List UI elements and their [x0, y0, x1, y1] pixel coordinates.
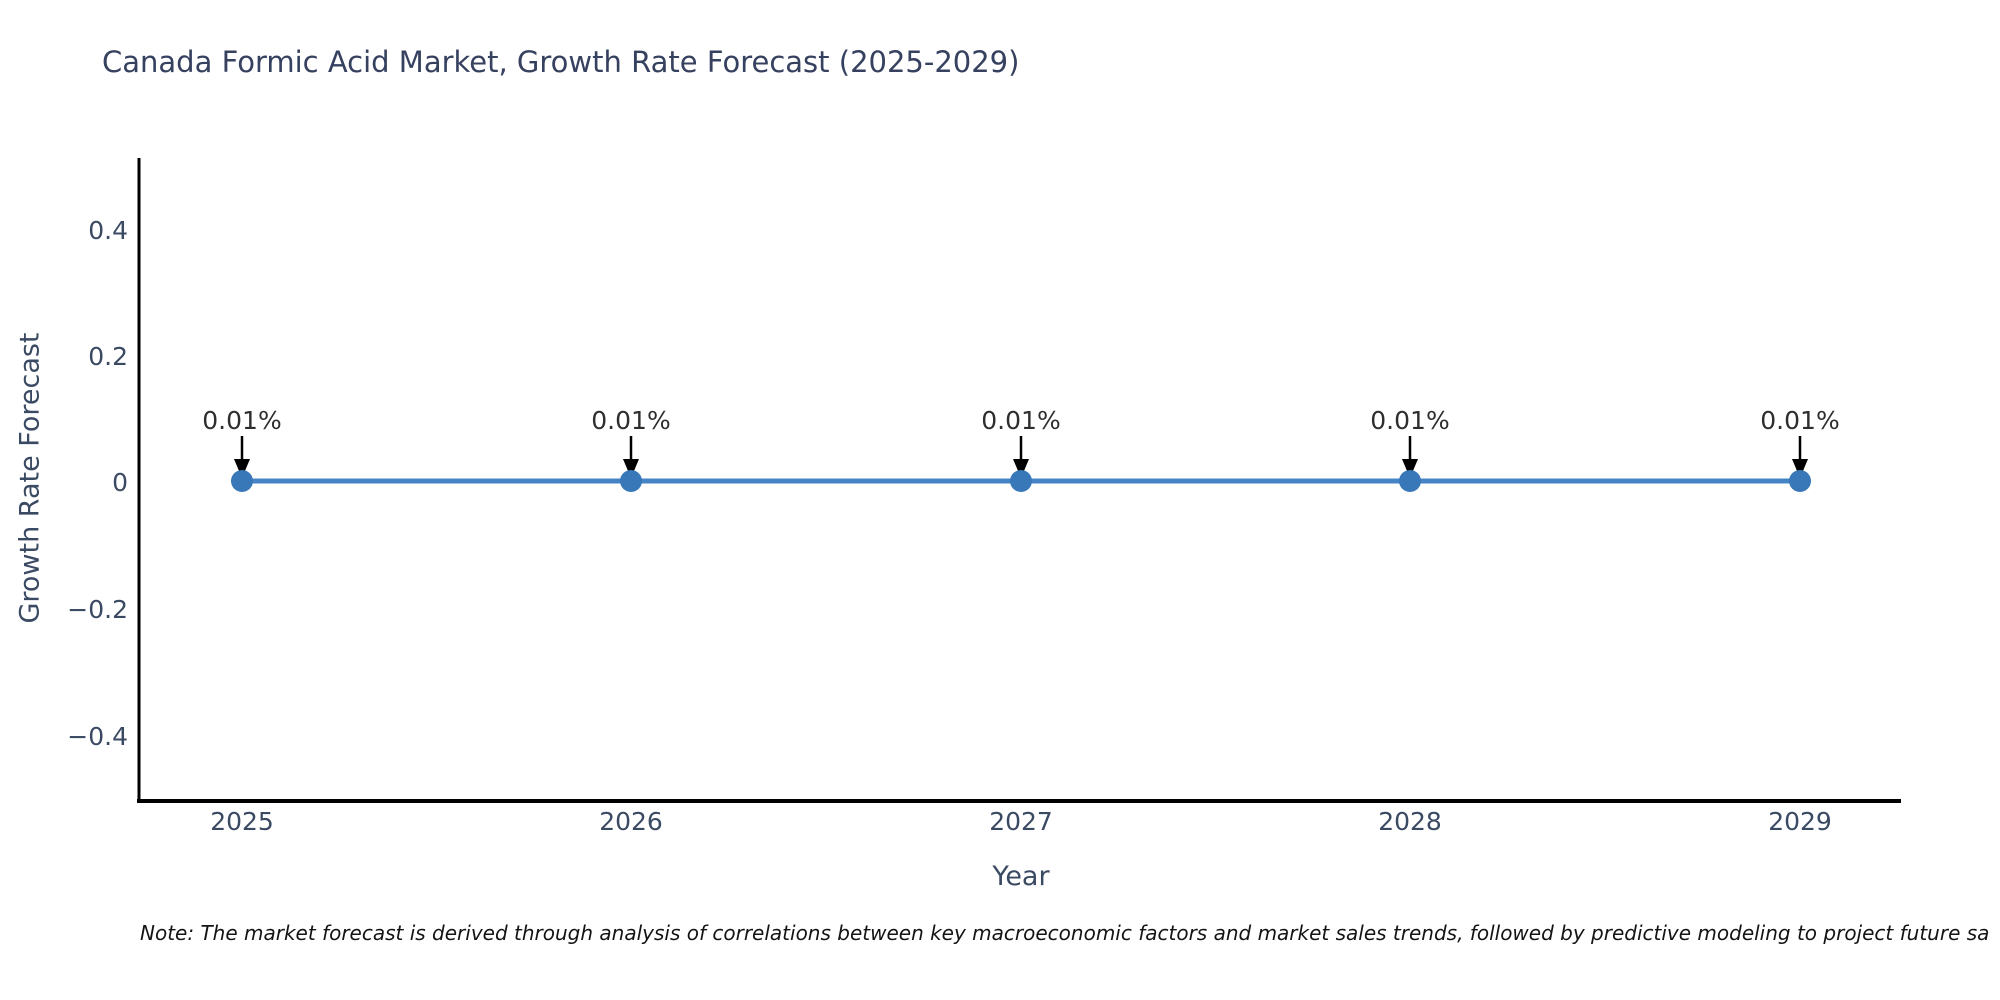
data-point-marker [1789, 470, 1811, 492]
data-point-marker [1010, 470, 1032, 492]
x-tick-label: 2028 [1378, 807, 1442, 836]
data-point-annotation: 0.01% [202, 406, 282, 435]
data-point-marker [1399, 470, 1421, 492]
data-point-marker [620, 470, 642, 492]
annotation-arrow [1013, 436, 1029, 478]
y-tick-label: 0 [112, 468, 128, 497]
annotation-arrow [234, 436, 250, 478]
y-tick-label: −0.2 [67, 595, 128, 624]
data-point-annotation: 0.01% [981, 406, 1061, 435]
chart-title: Canada Formic Acid Market, Growth Rate F… [102, 45, 1020, 79]
footnote: Note: The market forecast is derived thr… [140, 921, 1990, 945]
annotation-arrow [1792, 436, 1808, 478]
data-point-annotation: 0.01% [1760, 406, 1840, 435]
x-tick-label: 2027 [989, 807, 1053, 836]
annotation-arrow [1402, 436, 1418, 478]
x-tick-label: 2025 [210, 807, 274, 836]
y-tick-label: 0.4 [88, 216, 128, 245]
x-tick-label: 2026 [599, 807, 663, 836]
data-point-marker [231, 470, 253, 492]
x-tick-label: 2029 [1768, 807, 1832, 836]
data-point-annotation: 0.01% [591, 406, 671, 435]
y-tick-label: 0.2 [88, 342, 128, 371]
y-tick-label: −0.4 [67, 722, 128, 751]
annotation-arrow [623, 436, 639, 478]
x-axis-title: Year [992, 861, 1050, 892]
data-point-annotation: 0.01% [1370, 406, 1450, 435]
